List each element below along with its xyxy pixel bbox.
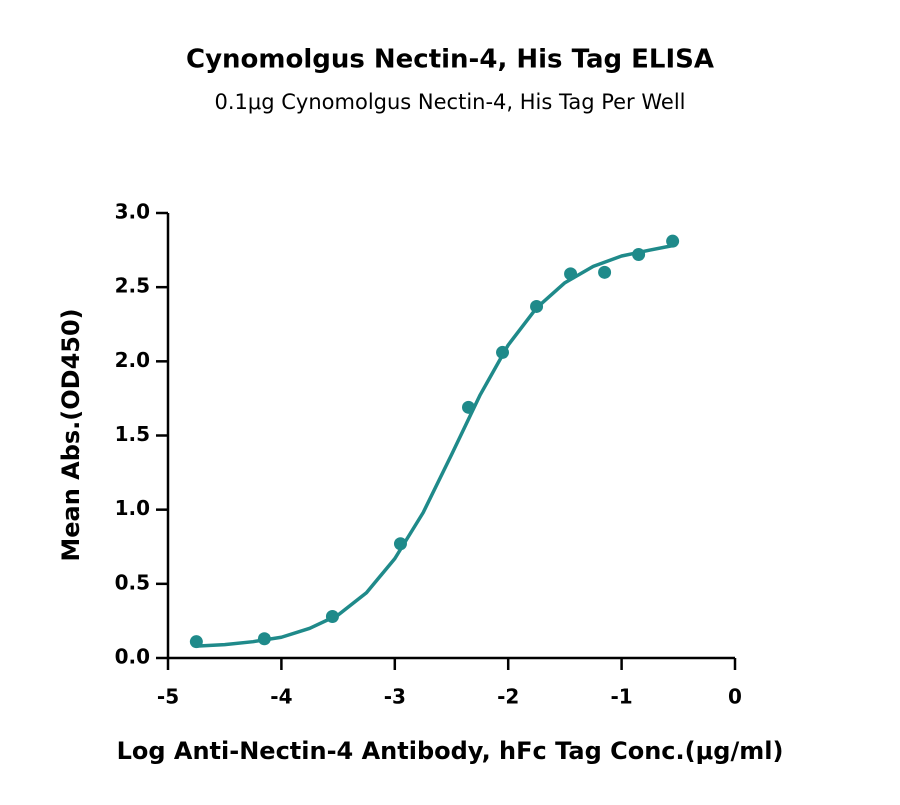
fit-curve — [196, 243, 673, 648]
x-tick-label: -2 — [497, 685, 519, 709]
chart-title: Cynomolgus Nectin-4, His Tag ELISA — [186, 45, 714, 75]
x-tick-label: -3 — [384, 685, 406, 709]
x-axis-label: Log Anti-Nectin-4 Antibody, hFc Tag Conc… — [117, 737, 784, 765]
data-point — [598, 265, 612, 279]
x-tick-label: -5 — [157, 685, 179, 709]
y-axis-label: Mean Abs.(OD450) — [57, 308, 85, 561]
y-tick-label: 2.0 — [115, 348, 150, 372]
x-tick-label: 0 — [728, 685, 742, 709]
data-point — [666, 234, 680, 248]
y-tick-label: 0.5 — [115, 570, 150, 594]
y-tick-label: 2.5 — [115, 274, 150, 298]
y-tick-label: 3.0 — [115, 200, 150, 224]
y-tick-label: 1.5 — [115, 422, 150, 446]
x-tick-label: -4 — [270, 685, 292, 709]
y-tick-label: 1.0 — [115, 496, 150, 520]
y-tick-label: 0.0 — [115, 645, 150, 669]
x-tick-label: -1 — [610, 685, 632, 709]
chart-subtitle: 0.1μg Cynomolgus Nectin-4, His Tag Per W… — [215, 90, 686, 114]
